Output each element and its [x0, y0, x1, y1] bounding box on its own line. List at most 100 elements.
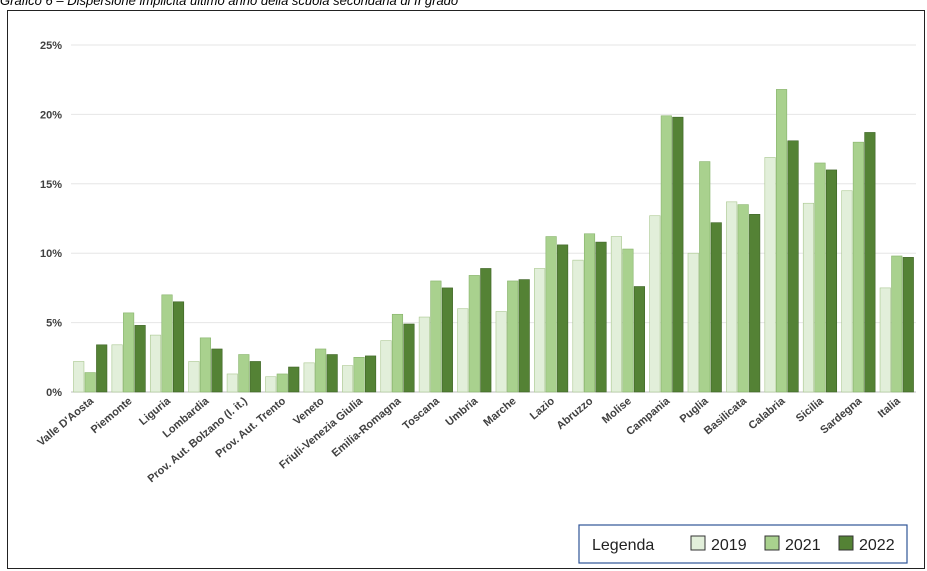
bar-2021: [391, 313, 404, 393]
x-category-label: Valle D'Aosta: [35, 395, 96, 449]
y-tick-label: 5%: [46, 318, 62, 330]
bar-2019: [265, 376, 277, 393]
bar-2019: [188, 361, 200, 393]
bar-2019: [342, 365, 354, 393]
bar-2019: [380, 340, 392, 393]
bar-2019: [111, 344, 123, 393]
bar-2021: [776, 89, 788, 393]
bar-2021: [660, 115, 672, 393]
bar-2019: [534, 268, 546, 393]
bar-2022: [288, 366, 300, 393]
bar-2019: [572, 259, 584, 393]
bar-2021: [276, 373, 288, 393]
bars: [73, 89, 914, 393]
bar-2021: [814, 162, 826, 393]
bar-2019: [149, 334, 162, 393]
x-category-label: Molise: [600, 395, 634, 426]
x-category-label: Lazio: [528, 395, 557, 422]
bar-2019: [73, 361, 85, 393]
x-category-label: Campania: [624, 395, 673, 439]
bar-2022: [633, 286, 645, 393]
bar-2021: [353, 356, 365, 393]
legend-label-2019: 2019: [711, 537, 747, 554]
bar-2022: [326, 354, 338, 393]
bar-2019: [726, 201, 738, 393]
bar-2022: [672, 116, 684, 393]
bar-2019: [418, 316, 430, 393]
bar-2019: [495, 311, 507, 393]
x-category-label: Emilia-Romagna: [330, 395, 404, 460]
bar-2019: [687, 252, 699, 393]
bar-2021: [430, 280, 442, 393]
bar-2021: [468, 275, 480, 393]
y-tick-label: 25%: [40, 40, 62, 52]
bar-2022: [172, 301, 185, 393]
bar-2019: [764, 157, 776, 393]
bar-2019: [841, 190, 853, 393]
x-category-label: Abruzzo: [554, 395, 595, 432]
bar-2021: [737, 204, 749, 393]
x-category-label: Calabria: [747, 395, 789, 433]
legend-swatch-2019: [690, 535, 706, 551]
x-category-label: Umbria: [443, 395, 480, 429]
bar-2019: [879, 287, 891, 393]
bar-2022: [787, 140, 799, 393]
chart-caption: Grafico 6 – Dispersione implicita ultimo…: [0, 0, 459, 8]
bar-2022: [365, 355, 377, 393]
legend-label-2022: 2022: [859, 537, 895, 554]
bar-2021: [699, 161, 711, 393]
x-category-label: Sardegna: [818, 395, 865, 437]
chart-frame: 0% 5% 10% 15% 20% 25% Valle D'Aosta Piemonte Li…: [7, 10, 925, 569]
bar-2019: [802, 202, 815, 393]
bar-2019: [649, 215, 661, 393]
bar-2022: [403, 323, 415, 393]
bar-2022: [749, 214, 761, 393]
x-category-label: Marche: [481, 395, 518, 429]
x-category-label: Piemonte: [89, 395, 135, 436]
y-tick-label: 15%: [40, 179, 62, 191]
legend-label-2021: 2021: [785, 537, 821, 554]
bar-2022: [557, 244, 569, 393]
bar-2021: [123, 312, 135, 393]
legend-title: Legenda: [592, 537, 654, 554]
legend-swatch-2021: [764, 535, 780, 551]
bar-2021: [161, 294, 173, 393]
legend: Legenda 2019 2021 2022: [578, 524, 908, 564]
bar-2022: [710, 222, 722, 393]
bar-2019: [303, 362, 315, 393]
bar-2021: [315, 348, 327, 393]
y-tick-label: 20%: [40, 109, 62, 121]
x-category-label: Liguria: [137, 395, 173, 428]
bar-2022: [211, 348, 223, 393]
bar-2022: [864, 132, 876, 393]
y-tick-label: 0%: [46, 387, 62, 399]
x-category-label: Puglia: [678, 395, 712, 426]
bar-2019: [610, 236, 622, 393]
bar-2019: [226, 373, 238, 393]
bar-2021: [507, 280, 519, 393]
bar-2021: [238, 354, 250, 393]
bar-2022: [96, 344, 108, 393]
x-category-label: Toscana: [401, 395, 443, 433]
x-category-label: Veneto: [291, 395, 327, 428]
bar-2021: [199, 337, 211, 393]
x-category-label: Sicilia: [794, 395, 827, 425]
bar-2022: [902, 257, 914, 393]
x-category-label: Italia: [876, 395, 904, 421]
bar-2022: [441, 287, 453, 393]
bar-2021: [583, 233, 596, 393]
bar-2021: [84, 372, 96, 393]
bar-2022: [134, 325, 146, 393]
x-category-label: Basilicata: [702, 395, 750, 438]
y-tick-label: 10%: [40, 248, 62, 260]
bar-2022: [825, 169, 838, 393]
bar-2019: [457, 308, 469, 393]
bar-2021: [852, 141, 864, 393]
bar-2022: [249, 361, 261, 393]
bar-2021: [622, 248, 634, 393]
bar-2022: [518, 279, 530, 393]
bar-2021: [891, 255, 903, 393]
bar-2022: [480, 268, 492, 393]
